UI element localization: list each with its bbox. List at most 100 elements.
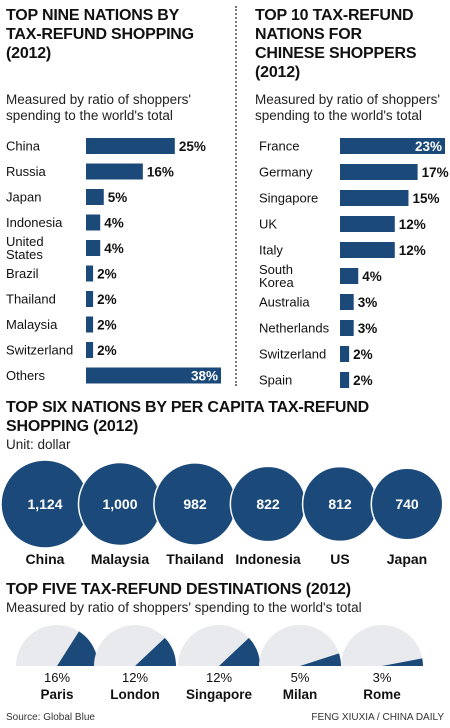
- pie-value-label: 12%: [122, 670, 148, 685]
- bubble-value-label: 1,000: [102, 496, 137, 512]
- bar: [86, 214, 101, 231]
- bar-value-label: 4%: [362, 269, 382, 284]
- left-title-line: (2012): [6, 45, 52, 62]
- bar: [86, 240, 101, 256]
- bubble-category-label: Indonesia: [235, 551, 301, 567]
- bubble-category-label: Japan: [387, 551, 427, 567]
- left-title-line: TAX-REFUND SHOPPING: [6, 26, 194, 43]
- bar-value-label: 15%: [412, 191, 439, 206]
- right-bar-chart: France 23% Germany 17% Singapore 15% UK 12% Ital…: [259, 138, 449, 388]
- bar: [340, 294, 354, 310]
- bubble-value-label: 982: [183, 496, 207, 512]
- bar-value-label: 4%: [104, 241, 124, 256]
- pie: [16, 625, 98, 666]
- pie-category-label: London: [110, 687, 159, 702]
- pie-value-label: 3%: [373, 670, 392, 685]
- bar-value-label: 2%: [97, 292, 117, 307]
- bubble-category-label: US: [330, 551, 349, 567]
- bottom-chart-title: TOP FIVE TAX-REFUND DESTINATIONS (2012): [6, 581, 351, 598]
- pie-background: [259, 625, 341, 666]
- bar: [86, 367, 221, 384]
- pie-slice: [300, 653, 341, 666]
- bar-value-label: 23%: [415, 139, 442, 154]
- right-chart-title: TOP 10 TAX-REFUND NATIONS FOR CHINESE SH…: [255, 6, 450, 82]
- bubble-value-label: 822: [256, 496, 280, 512]
- bar-category-label: Indonesia: [6, 215, 63, 230]
- bar: [86, 342, 94, 358]
- bar-category-label: Netherlands: [259, 321, 330, 336]
- bubble-value-label: 740: [395, 496, 419, 512]
- bubble-value-label: 812: [328, 496, 352, 512]
- pie-value-label: 16%: [44, 670, 70, 685]
- pie-slice: [57, 631, 98, 666]
- pie: [178, 625, 260, 666]
- bar-category-label: Australia: [259, 295, 310, 310]
- pie-slice: [135, 637, 176, 666]
- bar: [340, 164, 418, 180]
- pie-slice: [219, 637, 260, 666]
- bar-value-label: 3%: [358, 295, 378, 310]
- bubble: [370, 467, 444, 541]
- bar: [340, 190, 409, 206]
- pie: [94, 625, 176, 666]
- middle-title-line: SHOPPING (2012): [6, 418, 139, 435]
- middle-title-line: TOP SIX NATIONS BY PER CAPITA TAX-REFUND: [6, 399, 370, 416]
- bar: [86, 291, 94, 307]
- left-chart-title: TOP NINE NATIONS BY TAX-REFUND SHOPPING …: [6, 6, 231, 63]
- bar-category-label: UK: [259, 217, 277, 232]
- bar-value-label: 17%: [422, 165, 449, 180]
- bar-category-label: Japan: [6, 190, 41, 205]
- bar-value-label: 16%: [147, 165, 174, 180]
- bar: [86, 138, 175, 154]
- pie-value-label: 5%: [291, 670, 310, 685]
- pie-category-label: Singapore: [186, 687, 253, 702]
- bar-category-label: Singapore: [259, 191, 318, 206]
- right-subtitle-line: spending to the world's total: [255, 108, 422, 123]
- bar: [340, 320, 354, 336]
- right-chart-subtitle: Measured by ratio of shoppers' spending …: [255, 92, 450, 124]
- bubble-category-label: China: [26, 551, 65, 567]
- bar-category-label: Switzerland: [6, 343, 73, 358]
- bubble-category-label: Malaysia: [91, 551, 150, 567]
- bar-value-label: 2%: [97, 318, 117, 333]
- bubble-value-label: 1,124: [27, 496, 62, 512]
- bar: [340, 138, 445, 154]
- bar-value-label: 12%: [399, 217, 426, 232]
- bar-value-label: 12%: [399, 243, 426, 258]
- bar-category-label: Germany: [259, 165, 313, 180]
- bar-category-label: China: [6, 139, 41, 154]
- bottom-chart-subtitle: Measured by ratio of shoppers' spending …: [6, 600, 362, 615]
- bar-value-label: 4%: [104, 216, 124, 231]
- right-title-line: CHINESE SHOPPERS: [255, 45, 417, 62]
- left-subtitle-line: spending to the world's total: [6, 108, 173, 123]
- bar-category-label: Russia: [6, 164, 47, 179]
- bar-category-label: Switzerland: [259, 347, 326, 362]
- left-subtitle-line: Measured by ratio of shoppers': [6, 92, 191, 107]
- bar-category-label: Others: [6, 368, 46, 383]
- pie-background: [341, 625, 423, 666]
- bar-category-label: Spain: [259, 373, 292, 388]
- middle-unit: Unit: dollar: [6, 437, 71, 452]
- bar-value-label: 25%: [179, 139, 206, 154]
- pie-category-label: Paris: [40, 687, 73, 702]
- bar-value-label: 2%: [353, 373, 373, 388]
- bar-category-label: Brazil: [6, 266, 39, 281]
- bubble-chart: 1,124 China 1,000 Malaysia 982 Thailand 822 Ind…: [0, 459, 444, 567]
- left-bar-chart: China 25% Russia 16% Japan 5% Indonesia 4% Unite…: [6, 138, 221, 384]
- bar: [86, 189, 104, 205]
- bar: [86, 316, 94, 333]
- bar-value-label: 2%: [97, 343, 117, 358]
- pie: [341, 625, 423, 666]
- pie-value-label: 12%: [206, 670, 232, 685]
- pie: [259, 625, 341, 666]
- bar-category-label: Italy: [259, 243, 283, 258]
- right-title-line: TOP 10 TAX-REFUND: [255, 7, 414, 24]
- bar: [340, 372, 350, 388]
- bar: [86, 265, 94, 282]
- left-chart-subtitle: Measured by ratio of shoppers' spending …: [6, 92, 231, 124]
- bar-value-label: 38%: [191, 369, 218, 384]
- bar-category-label: Malaysia: [6, 317, 58, 332]
- pie-category-label: Rome: [363, 687, 401, 702]
- bar-value-label: 2%: [353, 347, 373, 362]
- right-title-line: NATIONS FOR: [255, 26, 362, 43]
